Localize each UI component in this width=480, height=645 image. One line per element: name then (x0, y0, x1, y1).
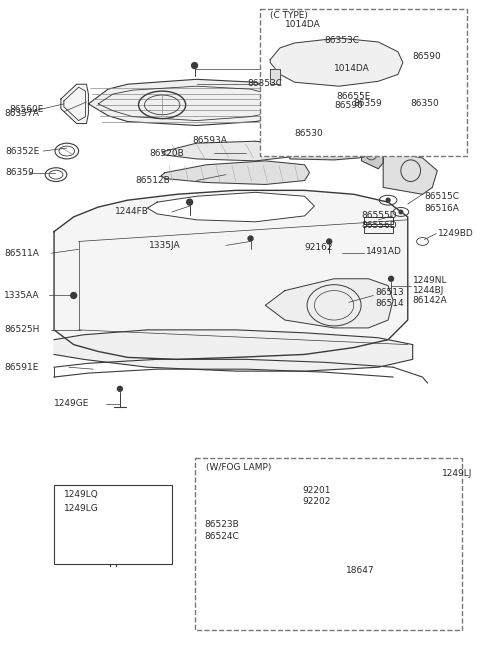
Circle shape (398, 57, 403, 62)
Text: 1249GE: 1249GE (54, 399, 89, 408)
Text: (C TYPE): (C TYPE) (270, 11, 308, 20)
Bar (270, 97, 408, 105)
FancyBboxPatch shape (260, 8, 467, 156)
Bar (413, 517, 437, 534)
Circle shape (118, 386, 122, 392)
Text: 92201: 92201 (302, 486, 331, 495)
Ellipse shape (269, 99, 291, 113)
Circle shape (399, 210, 403, 213)
Text: 86350: 86350 (411, 99, 440, 108)
Circle shape (386, 198, 390, 202)
Text: 86591E: 86591E (4, 362, 38, 372)
Text: 86516A: 86516A (424, 204, 459, 213)
Text: 86530: 86530 (295, 129, 324, 138)
Text: 86525H: 86525H (4, 325, 39, 334)
Text: 86560E: 86560E (10, 105, 44, 114)
Circle shape (398, 52, 403, 56)
Text: 86357A: 86357A (4, 109, 39, 118)
Polygon shape (162, 141, 293, 161)
Text: 1014DA: 1014DA (334, 64, 370, 73)
Text: 1491AD: 1491AD (365, 247, 401, 256)
Ellipse shape (234, 524, 312, 578)
Bar (270, 89, 408, 97)
Text: 1244FB: 1244FB (115, 208, 149, 217)
Text: 86353C: 86353C (324, 35, 359, 45)
Circle shape (445, 530, 449, 533)
Text: 1249LQ: 1249LQ (64, 490, 98, 499)
Text: 86556D: 86556D (361, 221, 397, 230)
Polygon shape (61, 84, 88, 124)
Text: 86359: 86359 (5, 168, 34, 177)
Circle shape (71, 293, 77, 299)
Text: 1335AA: 1335AA (4, 291, 39, 300)
Bar (408, 92, 455, 104)
Text: 1335JA: 1335JA (149, 241, 181, 250)
Polygon shape (270, 38, 403, 86)
Polygon shape (383, 151, 437, 194)
Text: 86512B: 86512B (135, 176, 170, 185)
Bar (352, 485, 450, 573)
FancyBboxPatch shape (194, 457, 462, 630)
Text: 86142A: 86142A (413, 296, 447, 305)
Text: 86352E: 86352E (5, 146, 39, 155)
Bar (363, 226, 393, 233)
Polygon shape (161, 161, 310, 184)
Text: 86555D: 86555D (361, 212, 397, 221)
Text: 86515C: 86515C (424, 192, 459, 201)
Text: 86353C: 86353C (248, 79, 283, 88)
Text: (W/FOG LAMP): (W/FOG LAMP) (206, 463, 272, 472)
Text: 92162: 92162 (305, 243, 333, 252)
Text: 86520B: 86520B (149, 148, 184, 157)
Circle shape (309, 99, 312, 103)
Polygon shape (265, 279, 393, 328)
Ellipse shape (294, 52, 331, 74)
Polygon shape (147, 192, 314, 222)
Circle shape (389, 276, 394, 281)
Text: 1244BJ: 1244BJ (413, 286, 444, 295)
Ellipse shape (273, 101, 287, 110)
Polygon shape (300, 96, 314, 112)
Text: 92202: 92202 (302, 497, 331, 506)
Circle shape (187, 199, 192, 205)
Polygon shape (54, 190, 408, 359)
Text: 86593A: 86593A (192, 135, 228, 144)
Text: 86590: 86590 (334, 101, 363, 110)
Polygon shape (290, 136, 369, 160)
Circle shape (192, 63, 197, 68)
Text: 1249NL: 1249NL (413, 276, 447, 285)
Polygon shape (88, 79, 295, 126)
Text: 1249BD: 1249BD (438, 229, 474, 238)
Polygon shape (270, 70, 280, 84)
Text: 86523B: 86523B (204, 520, 239, 529)
Ellipse shape (299, 55, 326, 70)
Polygon shape (361, 138, 383, 169)
Text: 86513: 86513 (375, 288, 404, 297)
Bar (363, 217, 393, 224)
Circle shape (109, 528, 117, 535)
Text: 86359: 86359 (354, 99, 383, 108)
FancyBboxPatch shape (54, 485, 172, 564)
Polygon shape (54, 330, 413, 371)
Text: 1249LJ: 1249LJ (442, 469, 472, 478)
Text: 1249LG: 1249LG (64, 504, 98, 513)
Text: 1014DA: 1014DA (285, 20, 321, 29)
Circle shape (248, 236, 253, 241)
Text: 86514: 86514 (375, 299, 404, 308)
Text: 86655E: 86655E (336, 92, 371, 101)
Ellipse shape (224, 517, 322, 585)
Circle shape (327, 239, 332, 244)
Circle shape (270, 21, 276, 26)
Text: 86590: 86590 (413, 52, 442, 61)
Text: 86524C: 86524C (204, 531, 239, 541)
Text: 86511A: 86511A (4, 249, 39, 258)
Circle shape (438, 475, 443, 480)
Text: 18647: 18647 (346, 566, 374, 575)
